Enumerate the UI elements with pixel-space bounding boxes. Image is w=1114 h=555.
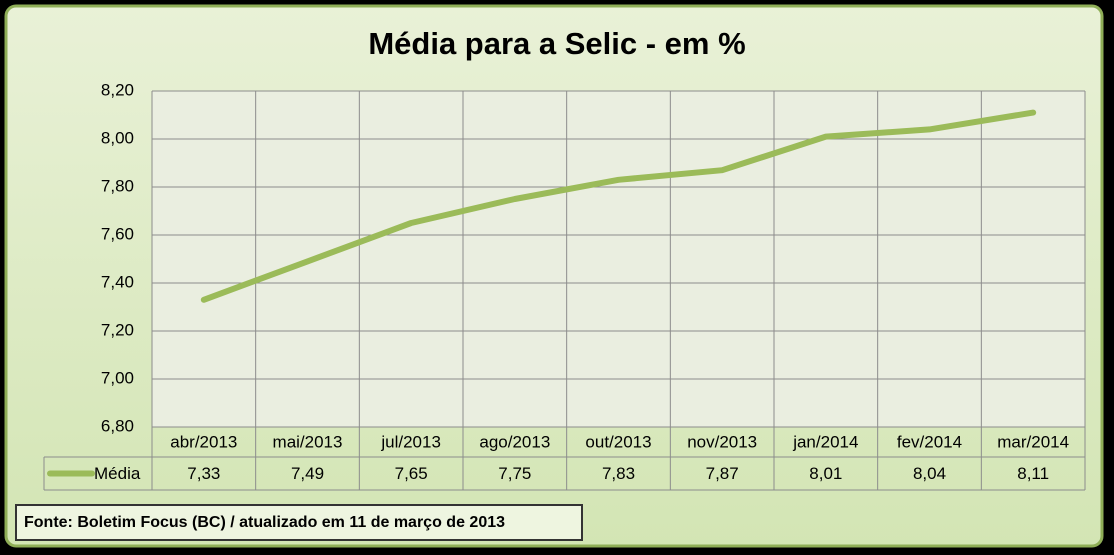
x-tick-label: fev/2014 — [897, 432, 962, 451]
x-tick-label: out/2013 — [585, 432, 651, 451]
x-tick-label: nov/2013 — [687, 432, 757, 451]
y-tick-label: 7,60 — [101, 224, 134, 243]
table-value: 7,33 — [187, 464, 220, 483]
table-value: 7,49 — [291, 464, 324, 483]
x-tick-label: ago/2013 — [479, 432, 550, 451]
x-tick-label: abr/2013 — [170, 432, 237, 451]
table-value: 7,83 — [602, 464, 635, 483]
y-tick-label: 6,80 — [101, 416, 134, 435]
plot-area — [152, 91, 1085, 427]
y-tick-label: 7,20 — [101, 320, 134, 339]
y-tick-label: 7,40 — [101, 272, 134, 291]
x-tick-label: jan/2014 — [792, 432, 858, 451]
y-tick-label: 7,80 — [101, 176, 134, 195]
source-note: Fonte: Boletim Focus (BC) / atualizado e… — [24, 514, 505, 531]
chart-title: Média para a Selic - em % — [368, 26, 745, 61]
table-value: 7,65 — [395, 464, 428, 483]
x-tick-label: jul/2013 — [380, 432, 441, 451]
series-line — [200, 109, 1037, 303]
x-tick-label: mar/2014 — [997, 432, 1069, 451]
y-tick-label: 8,20 — [101, 80, 134, 99]
y-tick-label: 8,00 — [101, 128, 134, 147]
table-value: 8,11 — [1017, 464, 1049, 483]
source-box — [15, 504, 583, 541]
table-value: 8,04 — [913, 464, 946, 483]
x-tick-label: mai/2013 — [273, 432, 343, 451]
y-tick-label: 7,00 — [101, 368, 134, 387]
table-value: 8,01 — [809, 464, 842, 483]
table-value: 7,75 — [498, 464, 531, 483]
legend-label: Média — [94, 464, 141, 483]
table-value: 7,87 — [706, 464, 739, 483]
